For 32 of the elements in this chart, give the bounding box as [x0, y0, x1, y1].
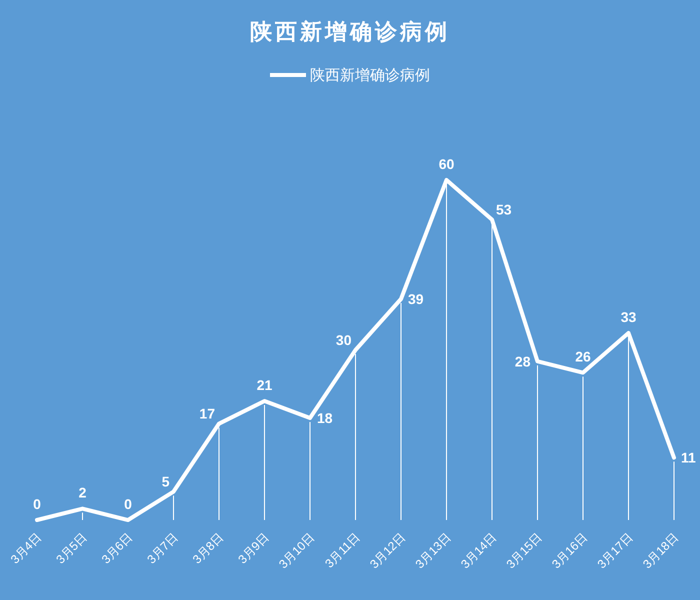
chart-title: 陕西新增确诊病例 — [250, 19, 450, 44]
x-tick-label: 3月10日 — [276, 530, 318, 572]
data-label: 28 — [514, 353, 531, 370]
x-tick-label: 3月12日 — [367, 530, 408, 572]
data-label: 30 — [336, 332, 352, 348]
x-tick-label: 3月13日 — [412, 530, 454, 572]
x-tick-label: 3月14日 — [458, 530, 500, 572]
x-tick-label: 3月16日 — [549, 530, 590, 572]
data-label: 0 — [33, 496, 42, 512]
data-label: 21 — [256, 377, 272, 393]
data-label: 18 — [317, 410, 333, 426]
x-tick-label: 3月9日 — [235, 530, 272, 567]
x-tick-label: 3月6日 — [98, 530, 136, 567]
data-label: 53 — [496, 202, 512, 218]
data-label: 39 — [408, 291, 424, 307]
x-tick-label: 3月17日 — [594, 530, 636, 572]
x-tick-label: 3月8日 — [190, 530, 226, 567]
data-label: 5 — [162, 474, 170, 490]
legend-label: 陕西新增确诊病例 — [310, 67, 430, 84]
x-tick-label: 3月4日 — [8, 530, 44, 567]
data-label: 0 — [124, 496, 132, 512]
x-tick-label: 3月11日 — [322, 530, 363, 571]
data-label: 11 — [681, 450, 696, 466]
x-tick-label: 3月7日 — [144, 530, 181, 567]
data-label: 2 — [78, 484, 87, 501]
data-label: 60 — [438, 156, 454, 172]
data-label: 17 — [199, 406, 216, 422]
data-label: 33 — [620, 309, 636, 325]
x-tick-label: 3月18日 — [640, 530, 682, 572]
data-label: 26 — [575, 348, 591, 365]
x-tick-label: 3月5日 — [53, 530, 90, 567]
x-tick-label: 3月15日 — [504, 530, 545, 572]
